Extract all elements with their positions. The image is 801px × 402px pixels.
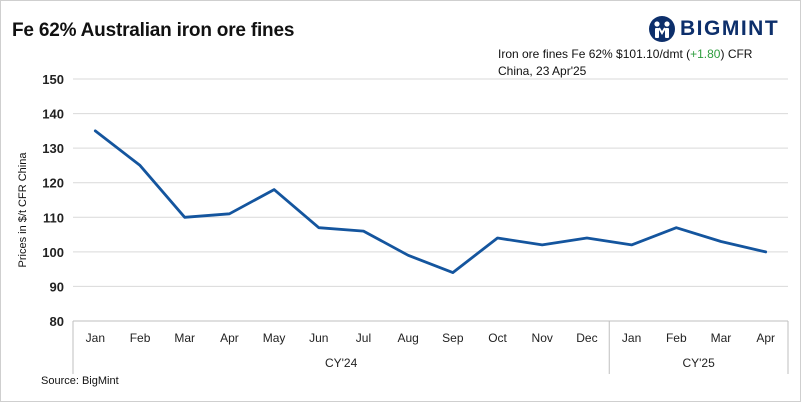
y-tick-label: 110 <box>43 210 64 225</box>
x-group-label: CY'25 <box>682 356 715 370</box>
chart-title: Fe 62% Australian iron ore fines <box>12 20 295 41</box>
x-tick-label: Mar <box>711 331 732 345</box>
x-tick-label: Sep <box>442 331 464 345</box>
annotation-prefix: Iron ore fines Fe 62% $101.10/dmt ( <box>498 47 691 61</box>
bigmint-logo-icon <box>649 16 675 42</box>
x-tick-label: Aug <box>397 331 418 345</box>
y-tick-label: 130 <box>42 141 64 156</box>
source-note: Source: BigMint <box>41 375 119 387</box>
x-tick-label: Apr <box>756 331 775 345</box>
annotation-change: +1.80 <box>690 47 721 61</box>
x-tick-label: Nov <box>532 331 553 345</box>
y-tick-label: 140 <box>42 107 64 122</box>
x-tick-label: Oct <box>488 331 507 345</box>
y-tick-label: 100 <box>42 245 64 260</box>
y-tick-label: 120 <box>42 176 64 191</box>
price-annotation: Iron ore fines Fe 62% $101.10/dmt (+1.80… <box>498 46 768 80</box>
x-tick-label: Dec <box>576 331 597 345</box>
x-tick-label: Jun <box>309 331 328 345</box>
x-tick-label: Mar <box>174 331 195 345</box>
y-tick-label: 90 <box>50 279 64 294</box>
bigmint-logo: BIGMINT <box>648 15 779 43</box>
x-tick-label: Apr <box>220 331 239 345</box>
logo-text: BIGMINT <box>680 17 780 40</box>
y-tick-label: 80 <box>50 314 64 329</box>
x-tick-label: May <box>263 331 286 345</box>
x-tick-label: Jul <box>356 331 371 345</box>
annotation-suffix: ) CFR China, 23 Apr'25 <box>498 47 753 78</box>
y-tick-label: 150 <box>42 72 64 87</box>
x-tick-label: Feb <box>666 331 687 345</box>
x-tick-label: Feb <box>130 331 151 345</box>
x-tick-label: Jan <box>622 331 641 345</box>
x-tick-label: Jan <box>86 331 105 345</box>
x-group-label: CY'24 <box>325 356 358 370</box>
series-line <box>93 129 768 275</box>
